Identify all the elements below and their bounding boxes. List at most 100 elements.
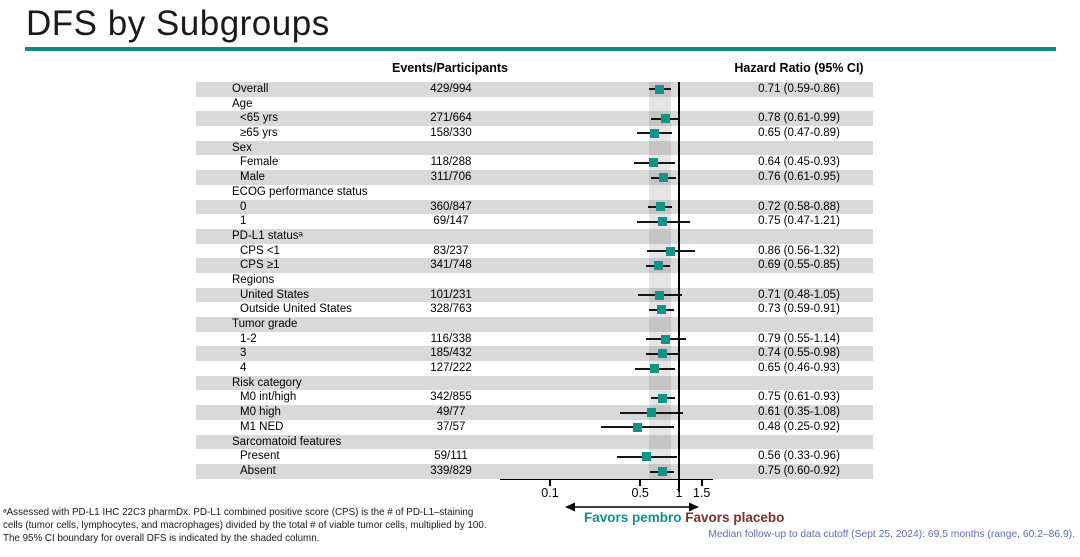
subgroup-label: Age — [232, 97, 253, 110]
subgroup-row: 3 185/432 0.74 (0.55-0.98) — [196, 346, 873, 362]
hazard-ratio-value: 0.71 (0.59-0.86) — [758, 83, 840, 95]
subgroup-label: M1 NED — [240, 420, 284, 433]
column-header-hazard-ratio: Hazard Ratio (95% CI) — [734, 61, 864, 75]
page-title: DFS by Subgroups — [26, 4, 330, 43]
x-axis-tick-label: 1 — [675, 485, 683, 500]
subgroup-row: Present 59/111 0.56 (0.33-0.96) — [196, 449, 873, 464]
hazard-ratio-value: 0.86 (0.56-1.32) — [758, 244, 840, 257]
subgroup-row: CPS <1 83/237 0.86 (0.56-1.32) — [196, 244, 873, 259]
subgroup-row: M1 NED 37/57 0.48 (0.25-0.92) — [196, 420, 873, 435]
subgroup-label: United States — [240, 288, 310, 301]
subgroup-row: Absent 339/829 0.75 (0.60-0.92) — [196, 463, 873, 479]
subgroup-header-row: ECOG performance status — [196, 185, 873, 200]
hazard-ratio-value: 0.61 (0.35-1.08) — [758, 406, 840, 419]
events-value: 127/222 — [430, 362, 472, 375]
subgroup-header-row: Sex — [196, 140, 873, 156]
subgroup-label: M0 int/high — [240, 391, 297, 404]
subgroup-row: <65 yrs 271/664 0.78 (0.61-0.99) — [196, 111, 873, 127]
subgroup-row: Male 311/706 0.76 (0.61-0.95) — [196, 170, 873, 185]
events-value: 116/338 — [430, 332, 472, 345]
follow-up-note: Median follow-up to data cutoff (Sept 25… — [708, 529, 1075, 540]
subgroup-label: Sex — [232, 141, 252, 154]
subgroup-label: 1 — [240, 215, 247, 228]
subgroup-label: Female — [240, 156, 279, 169]
hazard-ratio-value: 0.71 (0.48-1.05) — [758, 288, 840, 301]
hazard-ratio-value: 0.69 (0.55-0.85) — [758, 259, 840, 272]
subgroup-row: ≥65 yrs 158/330 0.65 (0.47-0.89) — [196, 126, 873, 141]
subgroup-label: Outside United States — [240, 303, 352, 316]
x-axis-tick — [549, 478, 551, 486]
events-value: 59/111 — [434, 450, 468, 463]
column-header-events: Events/Participants — [391, 61, 508, 75]
x-axis-tick-label: 1.5 — [693, 485, 711, 500]
favors-placebo-label: Favors placebo — [685, 510, 785, 525]
favors-legend: Favors pembro Favors placebo — [584, 510, 784, 525]
subgroup-row: Outside United States 328/763 0.73 (0.59-0… — [196, 302, 873, 317]
favors-pembro-label: Favors pembro — [584, 510, 682, 525]
events-value: 185/432 — [430, 347, 472, 360]
subgroup-header-row: Risk category — [196, 375, 873, 391]
events-value: 429/994 — [430, 83, 472, 95]
subgroup-row: M0 high 49/77 0.61 (0.35-1.08) — [196, 405, 873, 420]
events-value: 311/706 — [430, 171, 472, 184]
subgroup-label: Overall — [232, 83, 269, 95]
subgroup-label: 1-2 — [240, 332, 257, 345]
subgroup-row: 0 360/847 0.72 (0.58-0.88) — [196, 199, 873, 215]
subgroup-header-row: Age — [196, 97, 873, 112]
hazard-ratio-value: 0.72 (0.58-0.88) — [758, 200, 840, 213]
footnote-line: ᵃAssessed with PD-L1 IHC 22C3 pharmDx. P… — [3, 507, 474, 518]
events-value: 83/237 — [433, 244, 469, 257]
footnote-line: cells (tumor cells, lymphocytes, and mac… — [3, 520, 487, 531]
hazard-ratio-value: 0.75 (0.47-1.21) — [758, 215, 840, 228]
hazard-ratio-value: 0.56 (0.33-0.96) — [758, 450, 840, 463]
x-axis-line — [500, 478, 713, 481]
subgroup-label: Sarcomatoid features — [232, 435, 342, 448]
events-value: 49/77 — [436, 406, 466, 419]
subgroup-header-row: Sarcomatoid features — [196, 434, 873, 450]
subgroup-row: 4 127/222 0.65 (0.46-0.93) — [196, 361, 873, 376]
hazard-ratio-value: 0.78 (0.61-0.99) — [758, 112, 840, 125]
subgroup-label: <65 yrs — [240, 112, 279, 125]
subgroup-label: Male — [240, 171, 265, 184]
subgroup-row: Overall 429/994 0.71 (0.59-0.86) — [196, 82, 873, 97]
subgroup-row: Female 118/288 0.64 (0.45-0.93) — [196, 155, 873, 170]
subgroup-row: CPS ≥1 341/748 0.69 (0.55-0.85) — [196, 258, 873, 273]
subgroup-label: Risk category — [232, 376, 302, 389]
x-axis-tick-label: 0.5 — [631, 485, 649, 500]
subgroup-label: M0 high — [240, 406, 281, 419]
events-value: 271/664 — [430, 112, 472, 125]
events-value: 342/855 — [430, 391, 472, 404]
subgroup-label: Present — [240, 450, 280, 463]
subgroup-row: M0 int/high 342/855 0.75 (0.61-0.93) — [196, 390, 873, 405]
events-value: 360/847 — [430, 200, 472, 213]
x-axis-tick — [678, 478, 680, 486]
events-value: 101/231 — [430, 288, 472, 301]
hazard-ratio-value: 0.75 (0.60-0.92) — [758, 464, 840, 477]
events-value: 37/57 — [436, 420, 466, 433]
footnote-line: The 95% CI boundary for overall DFS is i… — [3, 533, 320, 544]
subgroup-label: Regions — [232, 273, 275, 286]
hazard-ratio-value: 0.79 (0.55-1.14) — [758, 332, 840, 345]
favors-arrow-icon — [565, 502, 699, 512]
subgroup-label: CPS <1 — [240, 244, 280, 257]
events-value: 69/147 — [433, 215, 469, 228]
subgroup-label: ≥65 yrs — [240, 127, 278, 140]
subgroup-rows: Overall 429/994 0.71 (0.59-0.86) Age <65 yrs… — [196, 82, 873, 479]
hazard-ratio-value: 0.65 (0.46-0.93) — [758, 362, 840, 375]
subgroup-label: 4 — [240, 362, 247, 375]
subgroup-row: 1-2 116/338 0.79 (0.55-1.14) — [196, 332, 873, 347]
subgroup-header-row: Tumor grade — [196, 317, 873, 332]
subgroup-header-row: Regions — [196, 273, 873, 288]
hazard-ratio-value: 0.64 (0.45-0.93) — [758, 156, 840, 169]
subgroup-row: United States 101/231 0.71 (0.48-1.05) — [196, 287, 873, 303]
subgroup-label: CPS ≥1 — [240, 259, 280, 272]
subgroup-label: 0 — [240, 200, 247, 213]
subgroup-header-row: PD-L1 statusᵃ — [196, 228, 873, 244]
hazard-ratio-value: 0.75 (0.61-0.93) — [758, 391, 840, 404]
events-value: 339/829 — [430, 464, 472, 477]
hazard-ratio-value: 0.74 (0.55-0.98) — [758, 347, 840, 360]
hazard-ratio-value: 0.48 (0.25-0.92) — [758, 420, 840, 433]
events-value: 341/748 — [430, 259, 472, 272]
subgroup-label: Absent — [240, 464, 276, 477]
